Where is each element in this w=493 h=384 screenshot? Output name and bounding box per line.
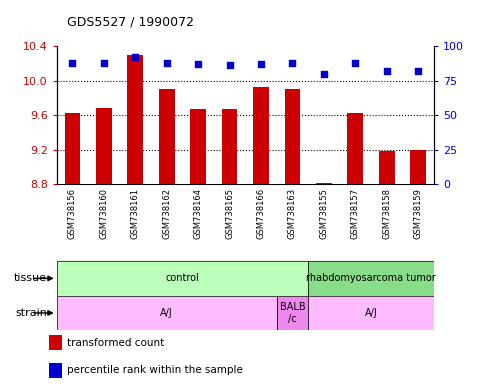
Bar <box>308 296 434 330</box>
Point <box>163 60 171 66</box>
Text: GDS5527 / 1990072: GDS5527 / 1990072 <box>67 15 194 28</box>
Point <box>414 68 422 74</box>
Bar <box>308 261 434 296</box>
Bar <box>127 55 143 184</box>
Bar <box>284 89 300 184</box>
Text: transformed count: transformed count <box>67 338 164 348</box>
Point <box>226 62 234 68</box>
Text: GSM738165: GSM738165 <box>225 188 234 239</box>
Text: GSM738162: GSM738162 <box>162 188 171 239</box>
Point <box>100 60 108 66</box>
Point <box>131 54 139 60</box>
Point <box>320 71 328 77</box>
Bar <box>348 114 363 184</box>
Text: A/J: A/J <box>160 308 173 318</box>
Text: GSM738166: GSM738166 <box>256 188 266 239</box>
Text: GSM738155: GSM738155 <box>319 188 328 239</box>
Bar <box>49 335 62 350</box>
Text: GSM738160: GSM738160 <box>99 188 108 239</box>
Point <box>69 60 76 66</box>
Text: GSM738157: GSM738157 <box>351 188 360 239</box>
Bar <box>253 87 269 184</box>
Bar <box>379 152 394 184</box>
Bar <box>65 114 80 184</box>
Text: GSM738159: GSM738159 <box>414 188 423 239</box>
Text: strain: strain <box>15 308 47 318</box>
Bar <box>222 109 238 184</box>
Text: BALB
/c: BALB /c <box>280 302 305 324</box>
Text: GSM738164: GSM738164 <box>194 188 203 239</box>
Bar <box>316 183 332 184</box>
Text: GSM738158: GSM738158 <box>382 188 391 239</box>
Text: rhabdomyosarcoma tumor: rhabdomyosarcoma tumor <box>306 273 436 283</box>
Bar <box>410 150 426 184</box>
Bar <box>57 296 277 330</box>
Bar <box>96 108 112 184</box>
Bar <box>277 296 308 330</box>
Bar <box>159 89 175 184</box>
Text: tissue: tissue <box>14 273 47 283</box>
Text: GSM738163: GSM738163 <box>288 188 297 239</box>
Text: percentile rank within the sample: percentile rank within the sample <box>67 365 243 375</box>
Text: GSM738161: GSM738161 <box>131 188 140 239</box>
Text: GSM738156: GSM738156 <box>68 188 77 239</box>
Bar <box>49 362 62 378</box>
Text: A/J: A/J <box>365 308 377 318</box>
Point <box>257 61 265 67</box>
Bar <box>190 109 206 184</box>
Point <box>288 60 296 66</box>
Text: control: control <box>166 273 199 283</box>
Point <box>352 60 359 66</box>
Bar <box>57 261 308 296</box>
Point <box>194 61 202 67</box>
Point <box>383 68 390 74</box>
